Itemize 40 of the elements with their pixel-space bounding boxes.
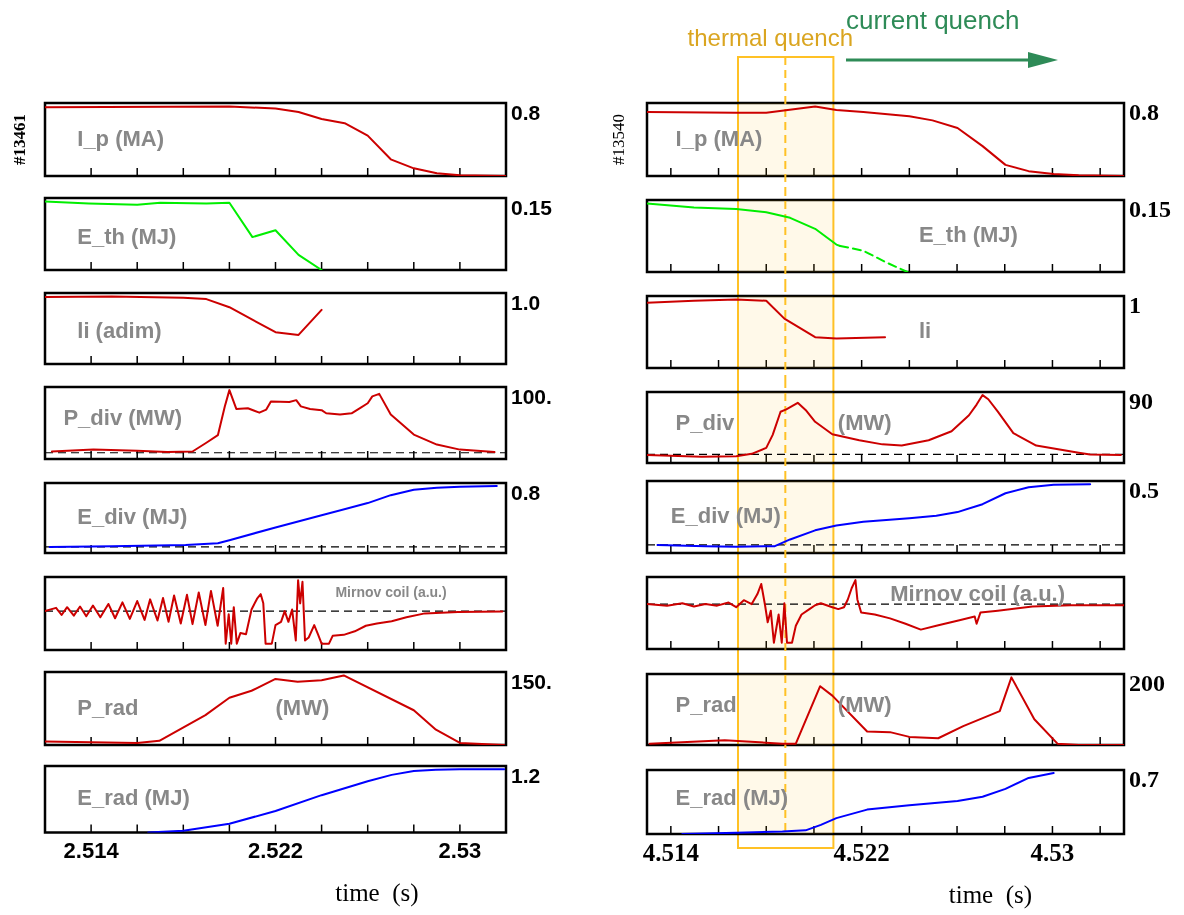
text: E_rad (MJ) — [77, 785, 190, 811]
text: 0.8 — [511, 480, 541, 504]
x-axis-title: time (s) — [335, 879, 419, 908]
text: 1 — [1129, 292, 1141, 319]
x-tick-label: 4.53 — [1030, 839, 1075, 867]
text: E_th (MJ) — [918, 222, 1018, 248]
x-tick-label: 4.514 — [642, 839, 700, 867]
text: 0.8 — [511, 100, 541, 124]
text: P_div (MW) — [63, 405, 182, 431]
text: 0.7 — [1129, 766, 1159, 793]
text: I_p (MA) — [77, 125, 165, 151]
text: P_rad — [675, 692, 737, 718]
text: E_th (MJ) — [77, 223, 177, 249]
text: 1.0 — [511, 290, 541, 314]
x-tick-label: 2.514 — [63, 837, 120, 863]
x-axis-title: time (s) — [948, 880, 1033, 909]
y-axis-title: #13461 — [10, 114, 30, 165]
text: E_div (MJ) — [77, 504, 188, 530]
text: 100. — [511, 384, 552, 408]
text: li (adim) — [77, 318, 162, 344]
text: 1.2 — [511, 763, 541, 787]
x-tick-label: 2.53 — [438, 837, 482, 863]
text: P_rad — [77, 694, 139, 720]
y-axis-title: #13540 — [609, 114, 629, 165]
text: 90 — [1129, 388, 1153, 415]
text: 150. — [511, 669, 552, 693]
annotation: (MW) — [837, 410, 892, 436]
chart-title: Mirnov coil (a.u.) — [335, 583, 447, 600]
chart-title: Mirnov coil (a.u.) — [890, 581, 1066, 607]
text: 200 — [1129, 670, 1165, 697]
text: li — [918, 318, 932, 344]
annotation: (MW) — [275, 694, 330, 720]
text: 0.5 — [1129, 477, 1159, 504]
text: 0.15 — [1129, 196, 1171, 223]
text: 0.15 — [511, 195, 553, 219]
x-tick-label: 4.522 — [833, 839, 890, 867]
text: P_div — [675, 410, 736, 436]
text: E_rad (MJ) — [675, 784, 789, 810]
x-tick-label: 2.522 — [247, 837, 304, 863]
text: 0.8 — [1129, 99, 1159, 126]
